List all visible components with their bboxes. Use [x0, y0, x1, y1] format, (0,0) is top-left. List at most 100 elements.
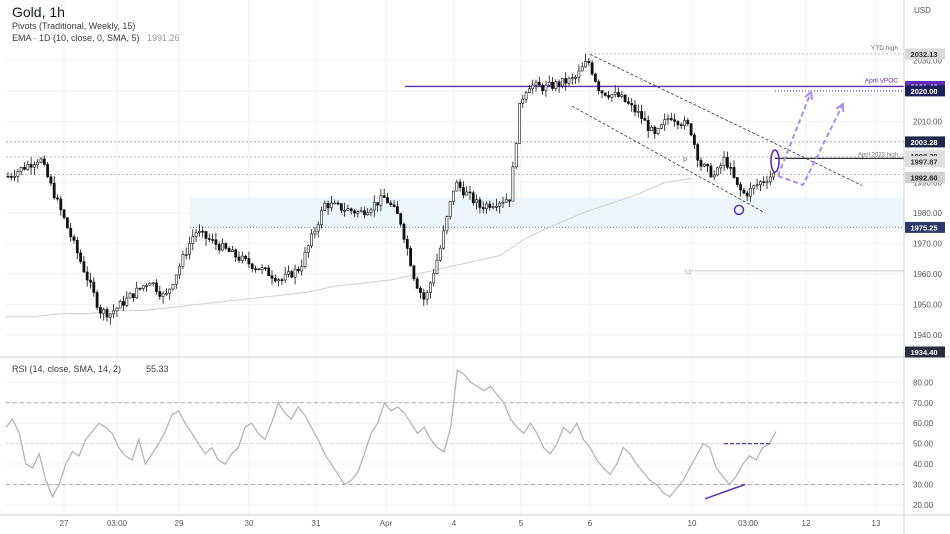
candle-body	[643, 118, 647, 121]
candle-body	[227, 248, 231, 253]
candle-body	[85, 271, 89, 281]
candle-body	[547, 81, 551, 86]
candle-body	[491, 206, 495, 208]
candle-body	[722, 156, 726, 166]
candle-body	[518, 102, 521, 144]
candle-body	[49, 176, 53, 184]
candle-body	[207, 238, 211, 240]
candle-body	[689, 123, 693, 136]
candle-body	[488, 203, 492, 208]
rsi-line	[5, 369, 777, 499]
candle-body	[653, 126, 657, 135]
rsi-tick-label: 60.00	[913, 419, 934, 428]
candle-body	[72, 236, 76, 241]
price-tick-label: 1980.00	[913, 209, 942, 218]
candle-body	[125, 297, 129, 306]
candle-body	[623, 94, 627, 103]
candle-body	[293, 268, 297, 278]
candle-body	[62, 209, 66, 219]
pivot-indicator-label: Pivots (Traditional, Weekly, 15)	[12, 21, 135, 31]
candle-body	[673, 119, 677, 122]
candle-body	[412, 265, 416, 280]
time-tick-label: 03:00	[738, 519, 759, 528]
candle-body	[455, 181, 459, 192]
time-tick-label: 27	[60, 519, 69, 528]
breakout-ellipse	[770, 149, 780, 173]
candle-body	[646, 120, 650, 131]
candle-body	[283, 274, 287, 281]
candle-body	[151, 282, 155, 285]
candle-body	[428, 282, 432, 293]
candle-body	[356, 211, 360, 214]
candle-body	[194, 232, 198, 237]
candle-body	[633, 104, 637, 113]
price-tick-label: 2010.00	[913, 117, 942, 126]
candle-body	[339, 203, 343, 211]
candle-body	[254, 268, 257, 270]
candle-body	[16, 171, 20, 177]
candle-body	[240, 255, 244, 261]
pivot-p-label: P	[683, 157, 688, 164]
candle-body	[257, 268, 261, 271]
candle-body	[362, 210, 366, 216]
candle-body	[607, 95, 611, 98]
candle-body	[564, 78, 568, 84]
candle-body	[201, 230, 205, 233]
candle-body	[772, 172, 776, 178]
candle-body	[702, 163, 706, 167]
rsi-tick-label: 50.00	[913, 440, 934, 449]
candle-body	[105, 309, 109, 318]
candle-body	[557, 81, 561, 87]
candle-body	[494, 206, 498, 208]
candle-body	[587, 60, 591, 64]
bullish-arrow-1	[777, 91, 812, 177]
price-tag-bg	[905, 136, 945, 148]
time-tick-label: 5	[519, 519, 524, 528]
candle-body	[732, 167, 736, 178]
candle-body	[224, 243, 228, 249]
candle-body	[36, 161, 40, 165]
candle-body	[580, 66, 584, 72]
price-tag-bg	[905, 221, 945, 233]
candle-body	[118, 301, 122, 309]
time-tick-label: Apr	[380, 519, 393, 528]
price-tag-1992.60: 1992.60	[910, 174, 937, 183]
candle-body	[514, 143, 518, 168]
candle-body	[669, 118, 673, 121]
time-tick-label: 30	[245, 519, 254, 528]
candle-body	[343, 209, 347, 212]
candle-body	[610, 94, 614, 98]
candle-body	[99, 307, 102, 314]
candle-body	[696, 144, 700, 161]
ytd-high-label: YTD high	[871, 45, 898, 52]
ema-indicator-label: EMA · 1D (10, close, 0, SMA, 5)	[12, 33, 140, 43]
price-tag-1997.87: 1997.87	[910, 158, 937, 167]
candle-body	[709, 165, 713, 178]
price-tag-1975.25: 1975.25	[910, 224, 937, 233]
candle-body	[9, 176, 13, 178]
bullish-arrow-2-head	[835, 102, 845, 113]
candle-body	[346, 208, 350, 211]
s1-label: S1	[684, 270, 692, 276]
candle-body	[666, 118, 670, 120]
candle-body	[659, 124, 663, 129]
price-tick-label: 1950.00	[913, 300, 942, 309]
candle-body	[168, 288, 172, 294]
candle-body	[600, 90, 604, 94]
candle-body	[171, 283, 175, 290]
candle-body	[448, 201, 452, 217]
candle-body	[656, 128, 660, 135]
candle-body	[679, 124, 683, 126]
candle-body	[32, 164, 36, 168]
candle-body	[442, 230, 446, 249]
candles	[6, 53, 776, 325]
candle-body	[174, 274, 178, 285]
candle-body	[290, 271, 294, 278]
time-tick-label: 03:00	[107, 519, 128, 528]
price-tag-bg	[905, 48, 945, 60]
candle-body	[6, 176, 10, 178]
candle-body	[458, 181, 462, 188]
candle-body	[66, 217, 69, 229]
candle-body	[69, 227, 73, 238]
time-tick-label: 13	[872, 519, 881, 528]
